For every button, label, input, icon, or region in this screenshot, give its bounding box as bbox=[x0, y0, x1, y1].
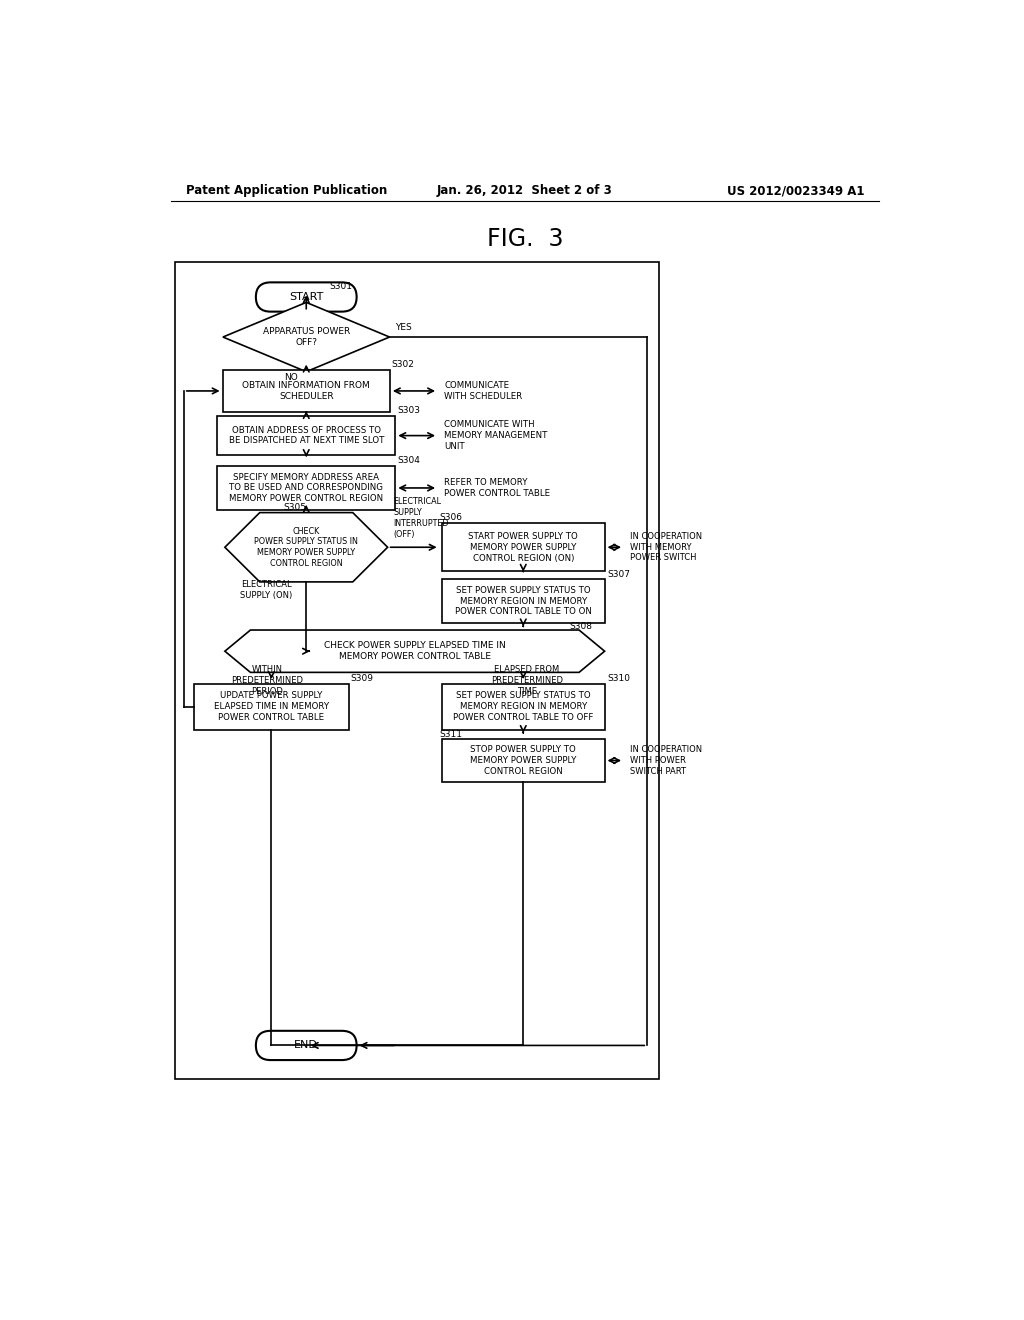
FancyBboxPatch shape bbox=[256, 1031, 356, 1060]
Text: OBTAIN INFORMATION FROM
SCHEDULER: OBTAIN INFORMATION FROM SCHEDULER bbox=[243, 381, 370, 401]
Text: S308: S308 bbox=[569, 622, 593, 631]
Polygon shape bbox=[225, 512, 388, 582]
Bar bbox=[442, 739, 604, 781]
Text: ELAPSED FROM
PREDETERMINED
TIME: ELAPSED FROM PREDETERMINED TIME bbox=[492, 665, 563, 696]
Bar bbox=[442, 524, 604, 572]
Text: S307: S307 bbox=[607, 570, 630, 578]
Bar bbox=[442, 578, 604, 623]
Text: START POWER SUPPLY TO
MEMORY POWER SUPPLY
CONTROL REGION (ON): START POWER SUPPLY TO MEMORY POWER SUPPL… bbox=[468, 532, 579, 562]
Text: CHECK POWER SUPPLY ELAPSED TIME IN
MEMORY POWER CONTROL TABLE: CHECK POWER SUPPLY ELAPSED TIME IN MEMOR… bbox=[324, 642, 506, 661]
Text: START: START bbox=[289, 292, 324, 302]
Text: S305: S305 bbox=[283, 503, 306, 512]
Text: COMMUNICATE WITH
MEMORY MANAGEMENT
UNIT: COMMUNICATE WITH MEMORY MANAGEMENT UNIT bbox=[444, 420, 548, 451]
Text: S301: S301 bbox=[330, 281, 352, 290]
Text: CHECK
POWER SUPPLY STATUS IN
MEMORY POWER SUPPLY
CONTROL REGION: CHECK POWER SUPPLY STATUS IN MEMORY POWE… bbox=[254, 527, 358, 568]
Polygon shape bbox=[225, 630, 604, 672]
Text: ELECTRICAL
SUPPLY
INTERRUPTED
(OFF): ELECTRICAL SUPPLY INTERRUPTED (OFF) bbox=[393, 498, 449, 539]
Text: Patent Application Publication: Patent Application Publication bbox=[186, 185, 387, 197]
Text: IN COOPERATION
WITH POWER
SWITCH PART: IN COOPERATION WITH POWER SWITCH PART bbox=[630, 746, 702, 776]
Text: S302: S302 bbox=[391, 360, 415, 370]
Text: S303: S303 bbox=[397, 407, 421, 416]
Text: S304: S304 bbox=[397, 455, 421, 465]
Text: STOP POWER SUPPLY TO
MEMORY POWER SUPPLY
CONTROL REGION: STOP POWER SUPPLY TO MEMORY POWER SUPPLY… bbox=[470, 746, 577, 776]
Text: S310: S310 bbox=[607, 675, 630, 684]
Text: APPARATUS POWER
OFF?: APPARATUS POWER OFF? bbox=[262, 327, 350, 347]
Polygon shape bbox=[223, 302, 389, 372]
Text: UPDATE POWER SUPPLY
ELAPSED TIME IN MEMORY
POWER CONTROL TABLE: UPDATE POWER SUPPLY ELAPSED TIME IN MEMO… bbox=[214, 692, 329, 722]
Bar bbox=[442, 684, 604, 730]
Text: FIG.  3: FIG. 3 bbox=[486, 227, 563, 251]
Text: REFER TO MEMORY
POWER CONTROL TABLE: REFER TO MEMORY POWER CONTROL TABLE bbox=[444, 478, 550, 498]
Text: NO: NO bbox=[285, 372, 298, 381]
Bar bbox=[217, 466, 395, 511]
Text: YES: YES bbox=[395, 323, 412, 333]
Bar bbox=[174, 263, 658, 1078]
FancyBboxPatch shape bbox=[256, 282, 356, 312]
Text: SPECIFY MEMORY ADDRESS AREA
TO BE USED AND CORRESPONDING
MEMORY POWER CONTROL RE: SPECIFY MEMORY ADDRESS AREA TO BE USED A… bbox=[229, 473, 383, 503]
Text: S311: S311 bbox=[439, 730, 463, 739]
Text: COMMUNICATE
WITH SCHEDULER: COMMUNICATE WITH SCHEDULER bbox=[444, 381, 522, 401]
Text: SET POWER SUPPLY STATUS TO
MEMORY REGION IN MEMORY
POWER CONTROL TABLE TO ON: SET POWER SUPPLY STATUS TO MEMORY REGION… bbox=[455, 586, 592, 616]
Text: SET POWER SUPPLY STATUS TO
MEMORY REGION IN MEMORY
POWER CONTROL TABLE TO OFF: SET POWER SUPPLY STATUS TO MEMORY REGION… bbox=[453, 692, 594, 722]
Bar bbox=[223, 370, 389, 412]
Text: END: END bbox=[294, 1040, 318, 1051]
Text: Jan. 26, 2012  Sheet 2 of 3: Jan. 26, 2012 Sheet 2 of 3 bbox=[437, 185, 612, 197]
Text: WITHIN
PREDETERMINED
PERIOD: WITHIN PREDETERMINED PERIOD bbox=[231, 665, 303, 696]
Bar bbox=[217, 416, 395, 455]
Text: US 2012/0023349 A1: US 2012/0023349 A1 bbox=[727, 185, 864, 197]
Text: IN COOPERATION
WITH MEMORY
POWER SWITCH: IN COOPERATION WITH MEMORY POWER SWITCH bbox=[630, 532, 702, 562]
Text: ELECTRICAL
SUPPLY (ON): ELECTRICAL SUPPLY (ON) bbox=[240, 581, 292, 601]
Bar bbox=[194, 684, 349, 730]
Text: S306: S306 bbox=[439, 513, 463, 523]
Text: OBTAIN ADDRESS OF PROCESS TO
BE DISPATCHED AT NEXT TIME SLOT: OBTAIN ADDRESS OF PROCESS TO BE DISPATCH… bbox=[228, 426, 384, 445]
Text: S309: S309 bbox=[350, 675, 374, 684]
